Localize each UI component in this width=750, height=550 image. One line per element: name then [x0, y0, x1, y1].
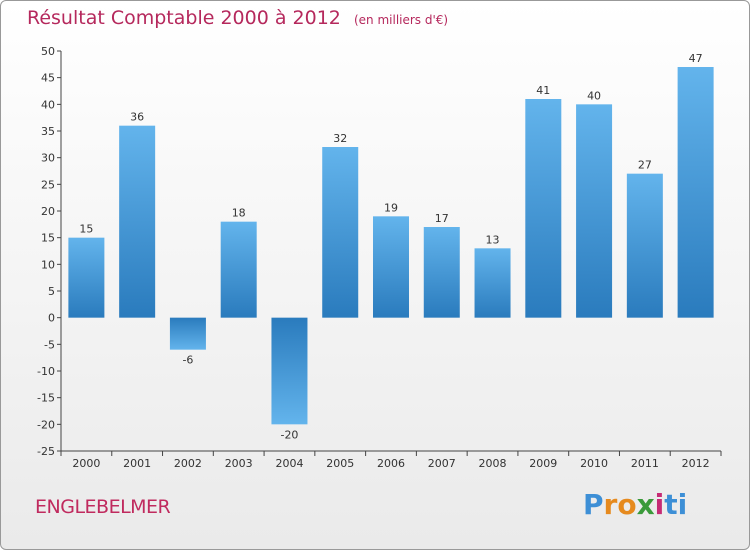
data-label: -6: [182, 354, 193, 367]
y-tick-label: 0: [48, 312, 55, 325]
y-tick-label: 50: [41, 45, 55, 58]
y-tick-label: 25: [41, 178, 55, 191]
bar-2012: [677, 67, 714, 318]
bar-2008: [474, 248, 511, 318]
chart-subtitle: (en milliers d'€): [353, 13, 449, 27]
x-tick-label: 2003: [225, 457, 253, 470]
logo-letter: o: [617, 488, 637, 521]
chart-title: Résultat Comptable 2000 à 2012: [27, 7, 341, 29]
data-label: 18: [232, 207, 246, 220]
x-tick-label: 2011: [631, 457, 659, 470]
bar-2002: [169, 317, 206, 350]
x-tick-label: 2000: [72, 457, 100, 470]
y-tick-label: 35: [41, 125, 55, 138]
bars: [68, 67, 714, 425]
logo-letter: P: [583, 488, 604, 521]
y-tick-label: -15: [37, 392, 55, 405]
x-tick-label: 2006: [377, 457, 405, 470]
y-tick-label: 15: [41, 232, 55, 245]
x-tick-label: 2007: [428, 457, 456, 470]
logo-letter: x: [636, 488, 655, 521]
bar-2006: [373, 216, 409, 318]
x-tick-label: 2010: [580, 457, 608, 470]
bar-2000: [68, 237, 105, 318]
data-label: 40: [587, 89, 601, 102]
bar-2011: [626, 173, 663, 318]
x-tick-label: 2009: [529, 457, 557, 470]
commune-name: ENGLEBELMER: [35, 496, 171, 518]
bar-2007: [423, 227, 460, 318]
y-tick-label: -25: [37, 445, 55, 458]
x-tick-label: 2008: [479, 457, 507, 470]
y-tick-label: 5: [48, 285, 55, 298]
bar-2004: [271, 317, 308, 425]
bar-2009: [525, 99, 562, 318]
x-tick-label: 2005: [326, 457, 354, 470]
y-tick-label: 40: [41, 98, 55, 111]
bar-2001: [119, 125, 156, 318]
y-tick-label: 45: [41, 72, 55, 85]
x-tick-label: 2002: [174, 457, 202, 470]
y-tick-label: 20: [41, 205, 55, 218]
data-label: 13: [486, 233, 500, 246]
x-tick-label: 2004: [275, 457, 303, 470]
labels: 15 36 -6 18 -20 32 19 17 13 41 40 27 47: [79, 52, 702, 441]
data-label: -20: [280, 428, 298, 441]
data-label: 32: [333, 132, 347, 145]
logo-letter: i: [677, 488, 688, 521]
bar-2003: [220, 221, 257, 318]
data-label: 36: [130, 111, 144, 124]
data-label: 47: [689, 52, 703, 65]
bar-2010: [576, 104, 613, 318]
data-label: 15: [79, 223, 93, 236]
x-tick-label: 2012: [682, 457, 710, 470]
data-label: 19: [384, 201, 398, 214]
title-block: Résultat Comptable 2000 à 2012 (en milli…: [27, 7, 448, 29]
x-tick-label: 2001: [123, 457, 151, 470]
data-label: 27: [638, 159, 652, 172]
y-tick-label: -10: [37, 365, 55, 378]
logo-letter: r: [603, 488, 618, 521]
y-tick-label: -20: [37, 418, 55, 431]
data-label: 17: [435, 212, 449, 225]
proxiti-logo: Proxiti: [583, 488, 687, 521]
logo-letter: i: [654, 488, 665, 521]
y-tick-label: 10: [41, 258, 55, 271]
logo-letter: t: [664, 488, 678, 521]
y-tick-label: 30: [41, 152, 55, 165]
bar-2005: [322, 147, 359, 318]
y-tick-label: -5: [44, 338, 55, 351]
data-label: 41: [536, 84, 550, 97]
